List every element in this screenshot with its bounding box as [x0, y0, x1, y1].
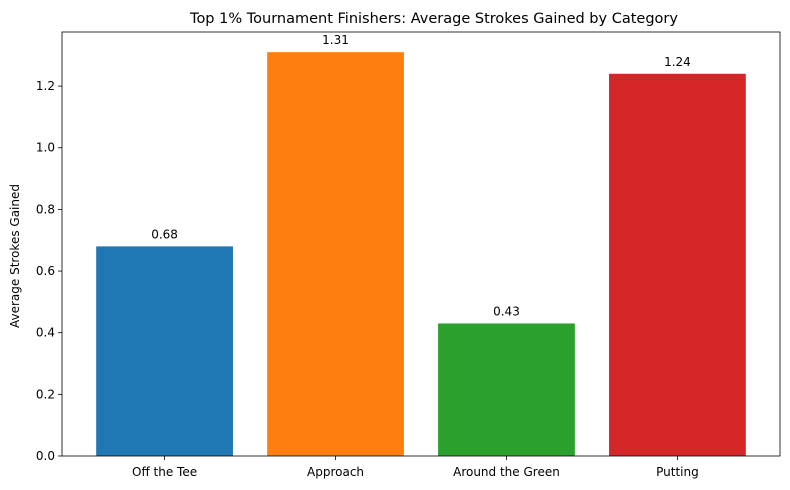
- y-tick-label: 1.2: [36, 79, 55, 93]
- y-tick-label: 0.8: [36, 202, 55, 216]
- x-tick-label: Off the Tee: [132, 465, 197, 479]
- x-tick-label: Putting: [656, 465, 699, 479]
- data-label: 0.43: [493, 304, 520, 318]
- x-tick-label: Approach: [307, 465, 364, 479]
- y-axis-label: Average Strokes Gained: [8, 184, 22, 328]
- y-tick-label: 0.6: [36, 264, 55, 278]
- chart-title: Top 1% Tournament Finishers: Average Str…: [189, 11, 678, 27]
- y-tick-label: 0.0: [36, 449, 55, 463]
- plot-area: 0.68 Off the Tee 1.31 Approach 0.43 Around th…: [36, 31, 781, 479]
- y-tick-label: 0.4: [36, 326, 55, 340]
- bar-around-the-green: [438, 323, 575, 456]
- bar-putting: [609, 73, 746, 457]
- bar-approach: [267, 52, 404, 456]
- data-label: 1.24: [664, 55, 691, 69]
- x-tick-label: Around the Green: [453, 465, 560, 479]
- data-label: 1.31: [322, 33, 349, 47]
- plot-frame: [61, 31, 781, 457]
- y-tick-label: 1.0: [36, 141, 55, 155]
- bar-off-the-tee: [96, 246, 233, 456]
- y-tick-label: 0.2: [36, 387, 55, 401]
- data-label: 0.68: [151, 227, 178, 241]
